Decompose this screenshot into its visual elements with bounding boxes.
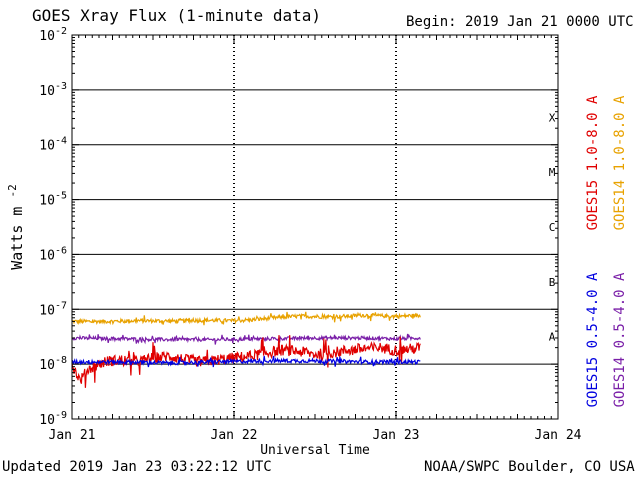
flare-class-label: A [549,331,556,344]
y-tick-label: 10-9 [39,410,67,428]
updated-timestamp: Updated 2019 Jan 23 03:22:12 UTC [2,459,272,475]
x-axis-title: Universal Time [260,443,370,458]
flare-class-label: C [549,221,556,234]
y-tick-label: 10-4 [39,136,67,154]
chart-title: GOES Xray Flux (1-minute data) [32,6,321,25]
begin-timestamp: Begin: 2019 Jan 21 0000 UTC [406,14,634,30]
y-tick-label: 10-8 [39,355,67,373]
series-line [72,311,421,326]
legend-entry: GOES15 0.5-4.0 A [585,272,601,407]
series-layer [71,311,421,388]
series-line [71,333,421,345]
flare-class-label: B [549,276,556,289]
legend-entry: GOES14 1.0-8.0 A [612,95,628,230]
x-tick-label: Jan 21 [49,428,96,443]
y-tick-label: 10-5 [39,191,67,209]
credit-label: NOAA/SWPC Boulder, CO USA [424,459,635,475]
flare-class-label: M [549,166,556,179]
x-tick-label: Jan 24 [535,428,582,443]
y-tick-label: 10-3 [39,81,67,99]
y-axis-title: Watts m -2 [6,184,26,270]
legend-entry: GOES14 0.5-4.0 A [612,272,628,407]
y-tick-label: 10-6 [39,245,67,263]
series-line [71,355,421,368]
y-tick-label: 10-2 [39,26,67,44]
tick-layer [71,34,559,420]
x-tick-label: Jan 23 [373,428,420,443]
legend-entry: GOES15 1.0-8.0 A [585,95,601,230]
flare-class-label: X [549,111,556,124]
x-tick-label: Jan 22 [211,428,258,443]
y-tick-label: 10-7 [39,300,67,318]
